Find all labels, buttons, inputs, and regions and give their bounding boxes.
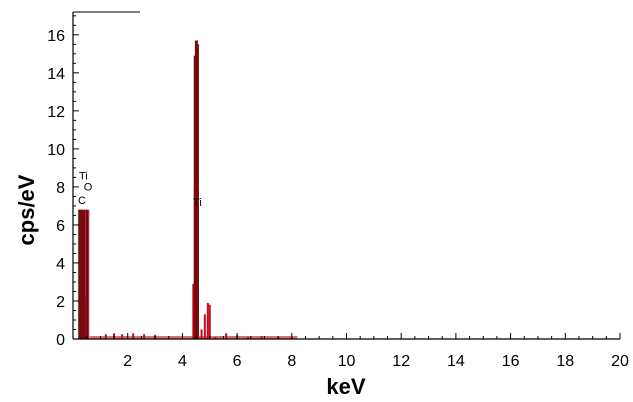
spectrum-bar bbox=[206, 302, 209, 339]
y-tick-label: 6 bbox=[56, 218, 65, 235]
spectrum-bar bbox=[143, 334, 146, 339]
y-tick-label: 4 bbox=[56, 256, 65, 273]
x-tick-label: 20 bbox=[611, 353, 629, 370]
x-tick-label: 4 bbox=[178, 353, 187, 370]
spectrum-bar bbox=[78, 209, 82, 339]
x-axis: 2 4 6 8 10 12 14 16 18 20 bbox=[72, 333, 629, 370]
y-tick-label: 2 bbox=[56, 294, 65, 311]
y-tick-label: 16 bbox=[47, 28, 65, 45]
x-tick-label: 2 bbox=[123, 353, 132, 370]
x-tick-label: 14 bbox=[447, 353, 465, 370]
y-tick-label: 0 bbox=[56, 332, 65, 349]
x-tick-label: 16 bbox=[502, 353, 520, 370]
spectrum-bar bbox=[225, 333, 228, 339]
y-tick-label: 8 bbox=[56, 180, 65, 197]
spectrum-baseline bbox=[86, 336, 298, 339]
spectrum-bar bbox=[192, 283, 195, 339]
y-tick-label: 10 bbox=[47, 142, 65, 159]
spectrum-bar bbox=[121, 334, 124, 339]
spectrum-bar bbox=[214, 337, 217, 339]
spectrum-bar bbox=[195, 44, 199, 340]
x-tick-label: 8 bbox=[287, 353, 296, 370]
spectrum-bar bbox=[85, 209, 89, 339]
spectrum-bar bbox=[104, 334, 107, 339]
spectrum-bar bbox=[200, 329, 203, 339]
spectrum-bar bbox=[82, 209, 86, 339]
x-tick-label: 10 bbox=[338, 353, 356, 370]
spectrum-bar bbox=[208, 304, 211, 339]
x-tick-label: 12 bbox=[392, 353, 410, 370]
peak-label: Ti bbox=[193, 197, 202, 209]
x-tick-label: 18 bbox=[556, 353, 574, 370]
spectrum-bar bbox=[247, 337, 250, 339]
y-axis-title: cps/eV bbox=[14, 174, 39, 245]
y-tick-label: 14 bbox=[47, 66, 65, 83]
x-tick-label: 6 bbox=[233, 353, 242, 370]
x-axis-title: keV bbox=[326, 374, 365, 399]
peak-label: Ti bbox=[79, 170, 88, 182]
spectrum-bar bbox=[132, 333, 135, 339]
spectrum-bar bbox=[80, 209, 84, 339]
y-axis: 0 2 4 6 8 10 12 14 16 bbox=[47, 11, 140, 349]
spectrum-bar bbox=[260, 336, 263, 339]
peak-label: O bbox=[84, 182, 93, 194]
peak-label: C bbox=[78, 195, 86, 207]
y-tick-label: 12 bbox=[47, 104, 65, 121]
spectrum-bar bbox=[203, 314, 206, 339]
